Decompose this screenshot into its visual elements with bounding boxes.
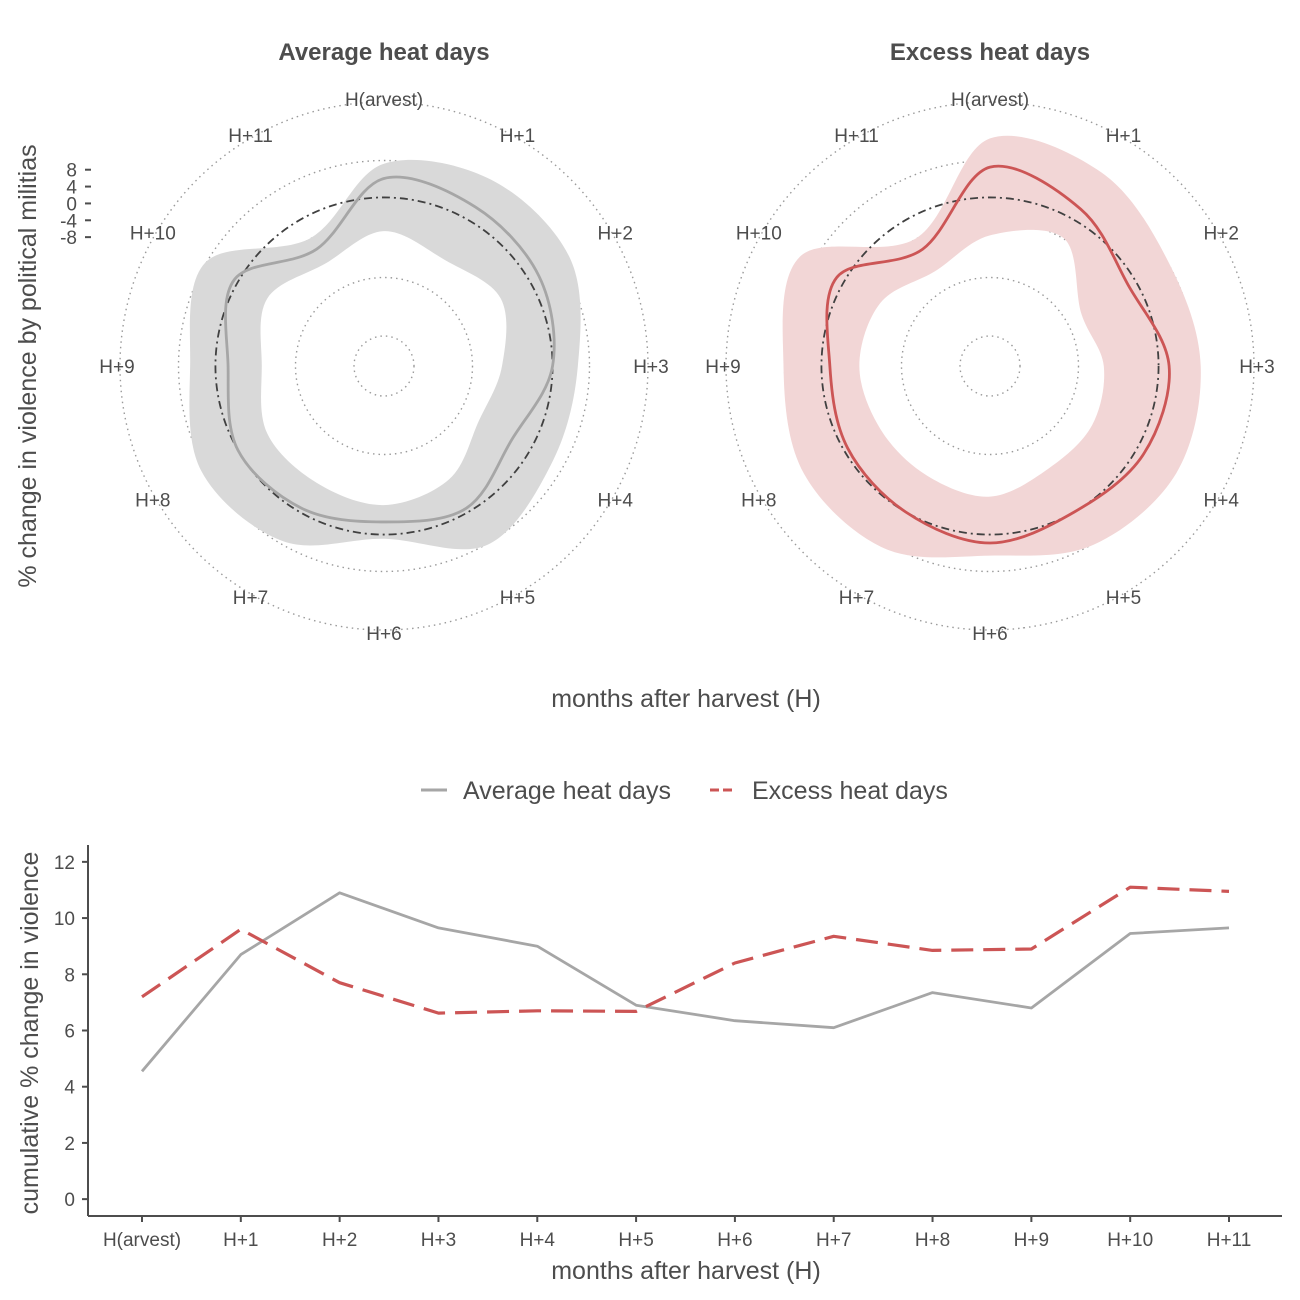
radial-tick-label: -8: [60, 228, 77, 249]
month-label: H+9: [705, 357, 740, 378]
month-label: H+4: [598, 491, 634, 512]
x-tick-label: H+2: [322, 1230, 357, 1251]
series-line: [140, 891, 1230, 1073]
radial-tick-label: 4: [66, 178, 77, 199]
series-line: [141, 885, 1230, 1015]
estimate-line: [825, 164, 1171, 545]
y-tick-label: 12: [54, 853, 75, 874]
legend-label: Excess heat days: [752, 777, 948, 805]
month-label: H+6: [366, 624, 401, 645]
x-tick-label: H+10: [1107, 1230, 1153, 1251]
month-label: H+9: [99, 357, 134, 378]
line-chart: 0 2 4 6 8 10 12 H(arvest) H+1 H+2 H+3 H+4 H+5 H+6 H+7 H…: [54, 845, 1282, 1251]
y-tick-label: 2: [64, 1134, 75, 1155]
month-label: H+7: [839, 588, 874, 609]
month-label: H+10: [736, 224, 782, 245]
x-tick-label: H+9: [1014, 1230, 1049, 1251]
month-label: H+5: [500, 588, 535, 609]
line-x-axis-title: months after harvest (H): [551, 1257, 821, 1285]
y-tick-label: 4: [64, 1078, 75, 1099]
month-label: H+6: [972, 624, 1007, 645]
x-tick-label: H+8: [915, 1230, 950, 1251]
radial-tick-label: 8: [66, 161, 77, 182]
y-tick-label: 8: [64, 965, 75, 986]
month-label: H+10: [130, 224, 176, 245]
confidence-band: [189, 159, 581, 550]
month-label: H(arvest): [345, 90, 423, 111]
month-label: H+11: [228, 126, 273, 147]
y-tick-label: 0: [64, 1190, 75, 1211]
estimate-line: [224, 175, 556, 524]
radar-x-axis-title: months after harvest (H): [551, 685, 821, 713]
panel-title: Excess heat days: [890, 39, 1090, 66]
grid-circle: [177, 159, 591, 573]
radial-axis-ticks: 840-4-8: [60, 161, 91, 249]
grid-circle: [959, 335, 1021, 397]
x-tick-label: H(arvest): [103, 1230, 181, 1251]
confidence-band: [782, 135, 1201, 558]
month-label: H+11: [834, 126, 879, 147]
x-tick-label: H+5: [618, 1230, 653, 1251]
x-tick-label: H+4: [520, 1230, 556, 1251]
x-tick-label: H+6: [717, 1230, 752, 1251]
month-label: H+1: [500, 126, 535, 147]
month-label: H(arvest): [951, 90, 1029, 111]
month-label: H+3: [633, 357, 668, 378]
radial-tick-label: -4: [60, 211, 77, 232]
month-label: H+8: [135, 491, 170, 512]
line-y-axis-title: cumulative % change in violence: [16, 852, 44, 1215]
month-label: H+3: [1239, 357, 1274, 378]
month-label: H+4: [1204, 491, 1240, 512]
month-label: H+8: [741, 491, 776, 512]
legend: Average heat days Excess heat days: [421, 777, 948, 805]
x-tick-label: H+1: [223, 1230, 258, 1251]
month-label: H+2: [1204, 224, 1239, 245]
radial-tick-label: 0: [66, 194, 77, 215]
x-tick-label: H+11: [1207, 1230, 1252, 1251]
month-label: H+5: [1106, 588, 1141, 609]
month-label: H+1: [1106, 126, 1141, 147]
x-tick-label: H+7: [816, 1230, 851, 1251]
grid-circle: [119, 101, 649, 631]
grid-circle: [900, 276, 1080, 456]
panel-title: Average heat days: [278, 39, 489, 66]
grid-circle: [353, 335, 415, 397]
legend-label: Average heat days: [463, 777, 671, 805]
zero-reference-circle: [820, 196, 1160, 536]
month-label: H+7: [233, 588, 268, 609]
grid-circle: [294, 276, 474, 456]
grid-circle: [725, 101, 1255, 631]
radar-panel-average: Average heat days H(arvest) H+1 H+2 H+3 H+4 H+…: [99, 39, 668, 645]
radar-panel-excess: Excess heat days H(arvest) H+1 H+2 H+3 H+4 H+5…: [705, 39, 1274, 645]
y-tick-label: 6: [64, 1022, 75, 1043]
x-tick-label: H+3: [421, 1230, 456, 1251]
radar-y-axis-title: % change in violence by political militi…: [14, 144, 42, 587]
y-tick-label: 10: [54, 909, 75, 930]
month-label: H+2: [598, 224, 633, 245]
